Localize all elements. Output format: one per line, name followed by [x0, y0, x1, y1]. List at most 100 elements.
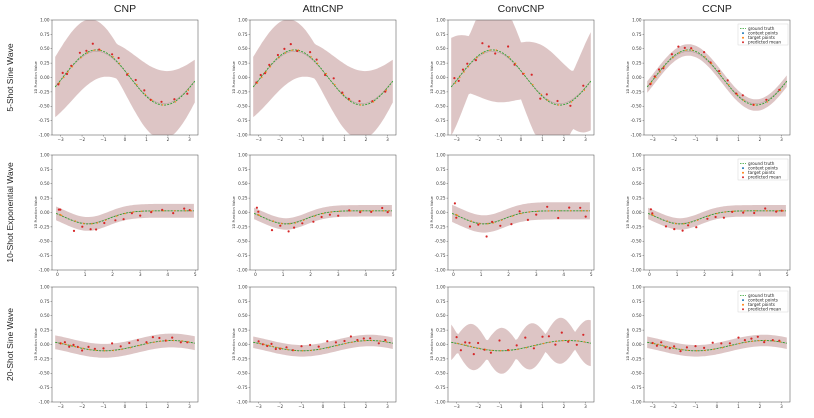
ground-truth-line: [647, 210, 786, 225]
predicted-point: [126, 73, 129, 76]
x-tick-label: −2: [475, 404, 482, 409]
target-point: [322, 212, 324, 215]
predicted-point: [111, 342, 114, 345]
predicted-point: [487, 45, 490, 48]
predicted-point: [334, 341, 337, 344]
predicted-point: [332, 77, 335, 80]
predicted-point: [728, 342, 732, 345]
predicted-point: [714, 215, 717, 219]
predicted-point: [349, 335, 352, 338]
y-tick-label: 0.75: [238, 299, 248, 304]
target-point: [661, 344, 663, 346]
target-point: [349, 99, 351, 101]
target-point: [745, 341, 747, 343]
predicted-point: [494, 52, 497, 55]
target-point: [61, 342, 63, 345]
x-tick-label: 2: [759, 137, 762, 142]
y-tick-label: 0.25: [436, 328, 446, 333]
target-point: [166, 340, 168, 342]
predicted-point: [780, 209, 783, 212]
predicted-point: [649, 83, 652, 86]
target-point: [181, 340, 183, 342]
x-tick-label: 2: [365, 404, 368, 409]
predicted-point: [270, 229, 274, 232]
predicted-point: [683, 46, 686, 50]
target-point: [672, 57, 674, 59]
target-point: [344, 342, 347, 345]
y-axis-label: 1D Function Value: [34, 195, 38, 228]
target-point: [297, 49, 299, 51]
ground-truth-line: [55, 210, 194, 225]
y-tick-label: 0.50: [436, 46, 446, 51]
target-point: [736, 93, 739, 96]
x-tick-label: 1: [343, 137, 346, 142]
panel: 1.00 0.75 0.50 0.25 0.00 -0.25 -0.50 -0.75 -1.00…: [626, 284, 791, 409]
x-tick-label: 1: [737, 137, 740, 142]
target-point: [580, 210, 583, 212]
x-tick-label: −1: [692, 137, 699, 142]
target-point: [716, 212, 718, 215]
y-tick-label: 1.00: [632, 17, 642, 22]
predicted-point: [554, 343, 557, 346]
x-tick-label: 2: [563, 137, 566, 142]
target-point: [112, 56, 114, 58]
uncertainty-band: [451, 317, 591, 374]
target-point: [138, 344, 140, 347]
target-point: [534, 344, 536, 347]
predicted-point: [737, 336, 740, 339]
y-tick-label: 0.50: [436, 181, 446, 186]
target-point: [479, 222, 481, 225]
predicted-point: [263, 72, 267, 75]
target-point: [371, 210, 374, 212]
y-tick-label: -1.00: [631, 132, 642, 137]
y-tick-label: -0.75: [631, 118, 642, 123]
x-tick-label: 5: [786, 272, 789, 277]
predicted-point: [453, 202, 456, 205]
predicted-point: [518, 210, 521, 213]
target-point: [162, 210, 165, 212]
x-tick-label: 3: [386, 137, 389, 142]
target-point: [265, 71, 267, 73]
panel: 1.00 0.75 0.50 0.25 0.00 -0.25 -0.50 -0.75 -1.00…: [430, 284, 595, 409]
legend-swatch: [742, 41, 744, 44]
target-point: [766, 101, 769, 103]
legend-label: context points: [748, 298, 778, 303]
predicted-point: [145, 341, 148, 344]
y-tick-label: 0.00: [436, 342, 446, 347]
target-point: [489, 49, 491, 51]
panel: 1.00 0.75 0.50 0.25 0.00 -0.25 -0.50 -0.75 -1.00…: [430, 152, 595, 277]
ground-truth-line: [451, 210, 590, 225]
y-tick-label: 0.75: [436, 299, 446, 304]
predicted-point: [111, 53, 114, 56]
x-tick-label: −3: [453, 404, 460, 409]
target-point: [73, 345, 76, 348]
x-tick-label: −2: [277, 137, 284, 142]
x-tick-label: 3: [139, 272, 142, 277]
target-point: [293, 349, 295, 352]
predicted-point: [287, 230, 290, 233]
predicted-point: [255, 206, 258, 209]
target-point: [691, 49, 693, 51]
y-axis-label: 1D Function Value: [232, 327, 236, 360]
predicted-point: [539, 97, 542, 100]
target-point: [67, 71, 69, 73]
x-tick-label: 4: [364, 272, 367, 277]
y-tick-label: 0.00: [436, 75, 446, 80]
predicted-point: [130, 212, 133, 215]
column-titles: CNP AttnCNP ConvCNP CCNP: [114, 3, 732, 15]
x-tick-label: 0: [716, 404, 719, 409]
y-tick-label: 1.00: [40, 17, 50, 22]
target-point: [674, 347, 676, 349]
predicted-point: [764, 207, 767, 210]
target-point: [758, 340, 760, 342]
predicted-point: [309, 51, 312, 54]
y-tick-label: -0.25: [631, 224, 642, 229]
target-point: [743, 99, 745, 101]
predicted-point: [386, 211, 389, 214]
y-tick-label: 0.25: [238, 328, 248, 333]
x-tick-label: −1: [496, 137, 503, 142]
panel: 1.00 0.75 0.50 0.25 0.00 -0.25 -0.50 -0.75 -1.00…: [430, 17, 595, 142]
y-tick-label: -1.00: [237, 399, 248, 404]
y-tick-label: 0.00: [238, 342, 248, 347]
x-tick-label: 3: [731, 272, 734, 277]
